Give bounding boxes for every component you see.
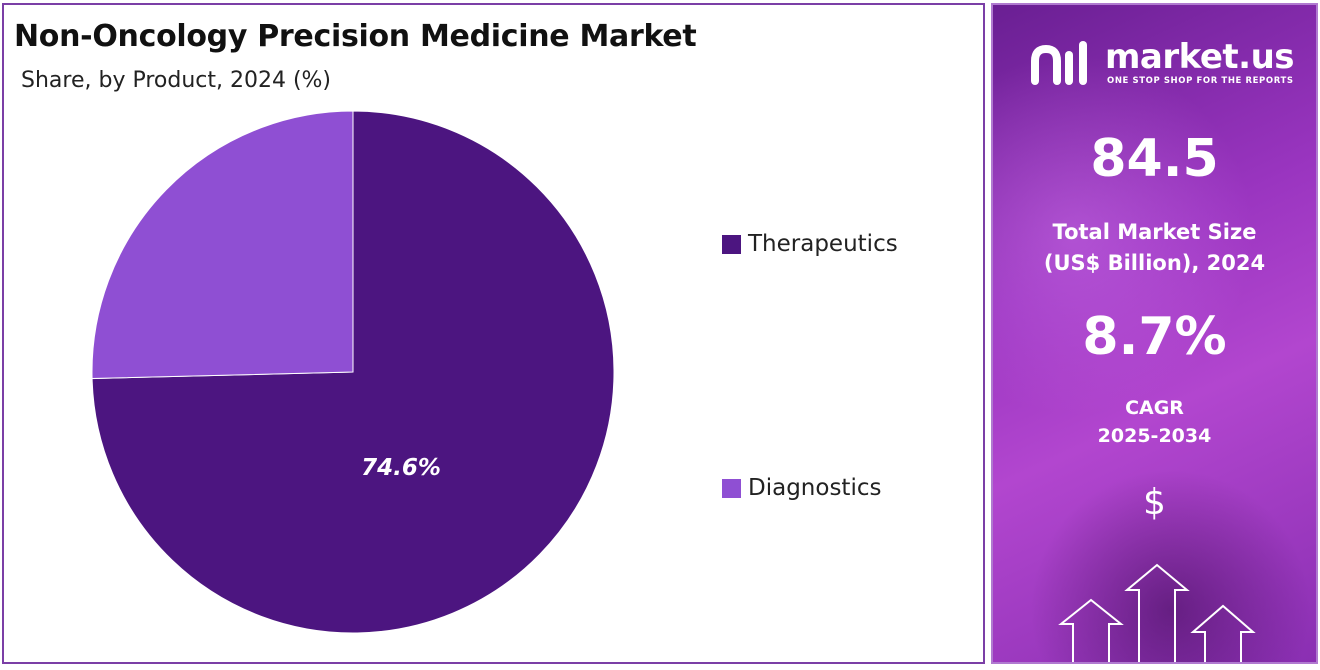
chart-subtitle: Share, by Product, 2024 (%) [21,68,332,93]
cagr-value: 8.7% [1082,307,1227,367]
legend-label-diagnostics: Diagnostics [748,475,882,501]
chart-title: Non-Oncology Precision Medicine Market [14,19,697,54]
market-size-label-line1: Total Market Size [1052,220,1257,244]
dollar-icon: $ [1143,482,1166,523]
brand-name: market.us [1105,37,1295,77]
info-panel: market.us ONE STOP SHOP FOR THE REPORTS … [991,3,1318,664]
market-size-label: Total Market Size (US$ Billion), 2024 [993,217,1316,279]
pie-chart: 74.6% [91,110,615,634]
growth-arrows-icon [1058,563,1256,662]
cagr-label-line1: CAGR [1125,397,1184,419]
chart-panel: Non-Oncology Precision Medicine Market S… [2,3,985,664]
market-size-label-line2: (US$ Billion), 2024 [1043,251,1266,275]
legend-item-therapeutics: Therapeutics [722,231,898,257]
cagr-label: CAGR 2025-2034 [993,394,1316,450]
market-size-value: 84.5 [1090,129,1219,189]
legend-swatch-diagnostics [722,478,741,498]
brand-logo: market.us ONE STOP SHOP FOR THE REPORTS [1027,37,1297,91]
pie-slice-diagnostics [91,110,354,380]
brand-logo-icon [1031,41,1087,85]
legend-swatch-therapeutics [722,234,741,254]
brand-tagline: ONE STOP SHOP FOR THE REPORTS [1107,76,1294,86]
pie-label-therapeutics: 74.6% [361,455,441,481]
cagr-label-line2: 2025-2034 [1097,425,1212,447]
pie-slice-therapeutics [91,110,615,634]
legend-item-diagnostics: Diagnostics [722,475,881,501]
legend-label-therapeutics: Therapeutics [748,231,898,257]
